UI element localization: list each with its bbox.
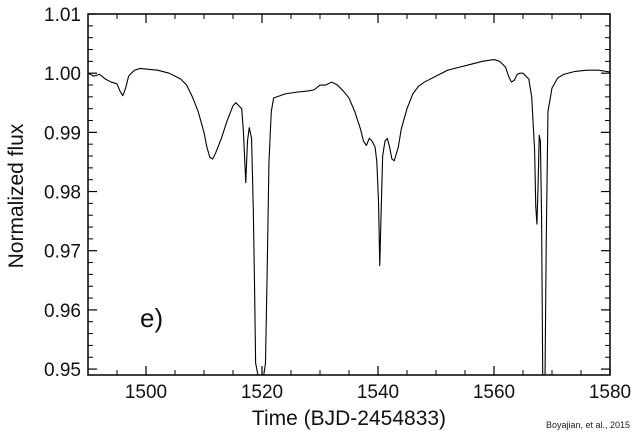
x-tick-label: 1560 xyxy=(473,382,515,403)
citation-credit: Boyajian, et al., 2015 xyxy=(546,420,630,430)
axis-ticks xyxy=(87,13,611,375)
x-tick-label: 1520 xyxy=(241,382,283,403)
x-tick-label: 1580 xyxy=(589,382,631,403)
x-tick-label: 1540 xyxy=(357,382,399,403)
tick-labels: 1500 1520 1540 1560 1580 0.95 0.96 0.97 0.98 0.99… xyxy=(44,5,631,403)
y-tick-label: 0.96 xyxy=(44,301,81,322)
panel-label: e) xyxy=(140,303,163,333)
y-tick-label: 0.99 xyxy=(44,123,81,144)
x-axis-label: Time (BJD-2454833) xyxy=(252,407,446,430)
y-axis-label: Normalized flux xyxy=(5,123,28,268)
y-tick-label: 0.98 xyxy=(44,183,81,204)
flux-series-line xyxy=(87,59,611,376)
x-tick-label: 1500 xyxy=(125,382,167,403)
y-tick-label: 1.00 xyxy=(44,64,81,85)
y-tick-label: 0.97 xyxy=(44,242,81,263)
y-tick-label: 1.01 xyxy=(44,5,81,26)
plot-frame xyxy=(87,13,611,376)
y-tick-label: 0.95 xyxy=(44,360,81,381)
